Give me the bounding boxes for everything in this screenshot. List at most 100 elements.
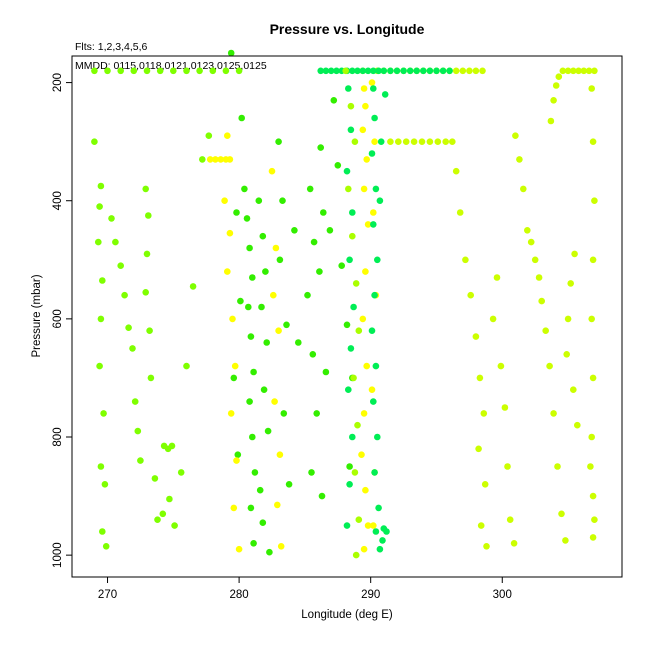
y-axis-ticks: 200 400 600 800 1000 [52,73,72,568]
data-point [117,67,124,75]
plot-frame [71,55,623,578]
data-point [588,85,595,92]
data-point [383,528,390,535]
data-point [358,451,365,459]
data-point [226,156,234,163]
data-point [249,274,256,281]
data-point [343,522,351,529]
data-point [370,209,377,216]
data-point [247,333,255,340]
data-point [235,545,243,553]
y-tick-label: 400 [52,191,64,210]
data-point [313,410,321,417]
data-point [562,537,569,544]
data-point [129,345,136,352]
data-point [249,433,256,441]
data-point [241,185,248,193]
data-point [285,481,293,488]
data-point [364,67,372,75]
data-point [420,67,427,75]
x-tick-label: 280 [230,589,249,601]
data-point [370,67,377,75]
data-point [433,67,440,75]
data-point [377,138,385,145]
data-point [370,85,377,92]
data-point [147,374,155,382]
flights-annotation: Flts: 1,2,3,4,5,6 [75,41,148,53]
data-point [229,315,236,323]
data-point [360,410,368,417]
data-point [316,268,323,275]
data-point [206,156,214,163]
data-point [446,67,453,75]
data-point [395,138,402,145]
data-point [472,333,480,340]
data-point [501,404,509,411]
data-point [310,238,318,246]
data-point [283,321,290,329]
data-point [330,97,338,104]
data-point [589,256,597,264]
x-axis-ticks: 270 280 290 300 [98,577,512,601]
data-point [333,67,340,75]
data-point [376,545,384,553]
data-point [510,540,518,547]
data-point [97,315,105,323]
data-point [295,339,302,346]
data-point [349,232,356,240]
data-point [559,67,567,75]
data-point [558,510,565,518]
data-point [276,451,284,459]
data-point [588,315,595,323]
data-point [255,197,263,204]
x-axis-label: Longitude (deg E) [301,609,393,621]
data-point [224,132,231,139]
data-point [381,91,389,98]
data-point [104,67,111,75]
data-point [91,138,98,145]
data-point [250,368,257,376]
data-point [589,534,597,541]
data-point [368,150,376,157]
data-point [535,274,543,281]
data-point [410,138,418,145]
data-point [306,185,314,193]
data-point [413,67,421,75]
data-point [374,256,381,264]
data-point [550,410,557,417]
data-point [362,268,369,275]
data-point [268,167,276,175]
data-point [230,504,238,512]
data-point [224,268,231,275]
data-point [483,543,490,550]
data-point [258,303,265,311]
data-point [371,291,378,299]
data-point [449,138,456,145]
data-point [371,469,378,476]
data-point [351,469,359,476]
data-point [355,327,363,335]
x-tick-label: 300 [493,589,512,601]
data-point [245,303,252,311]
y-tick-label: 600 [52,309,64,328]
data-point [209,67,217,75]
data-point [237,297,244,305]
data-point [362,486,369,494]
data-point [346,256,353,264]
data-point [217,156,224,163]
data-point [364,522,372,529]
data-point [477,522,485,529]
data-point [352,280,360,287]
data-point [587,463,594,470]
data-point [346,481,353,488]
data-point [370,522,377,529]
data-point [230,374,238,382]
data-point [426,67,434,75]
data-point [359,67,367,75]
data-point [235,67,243,75]
data-point [318,492,326,500]
data-point [343,321,351,329]
data-point [347,345,355,352]
data-point [263,339,271,346]
data-point [231,362,239,370]
